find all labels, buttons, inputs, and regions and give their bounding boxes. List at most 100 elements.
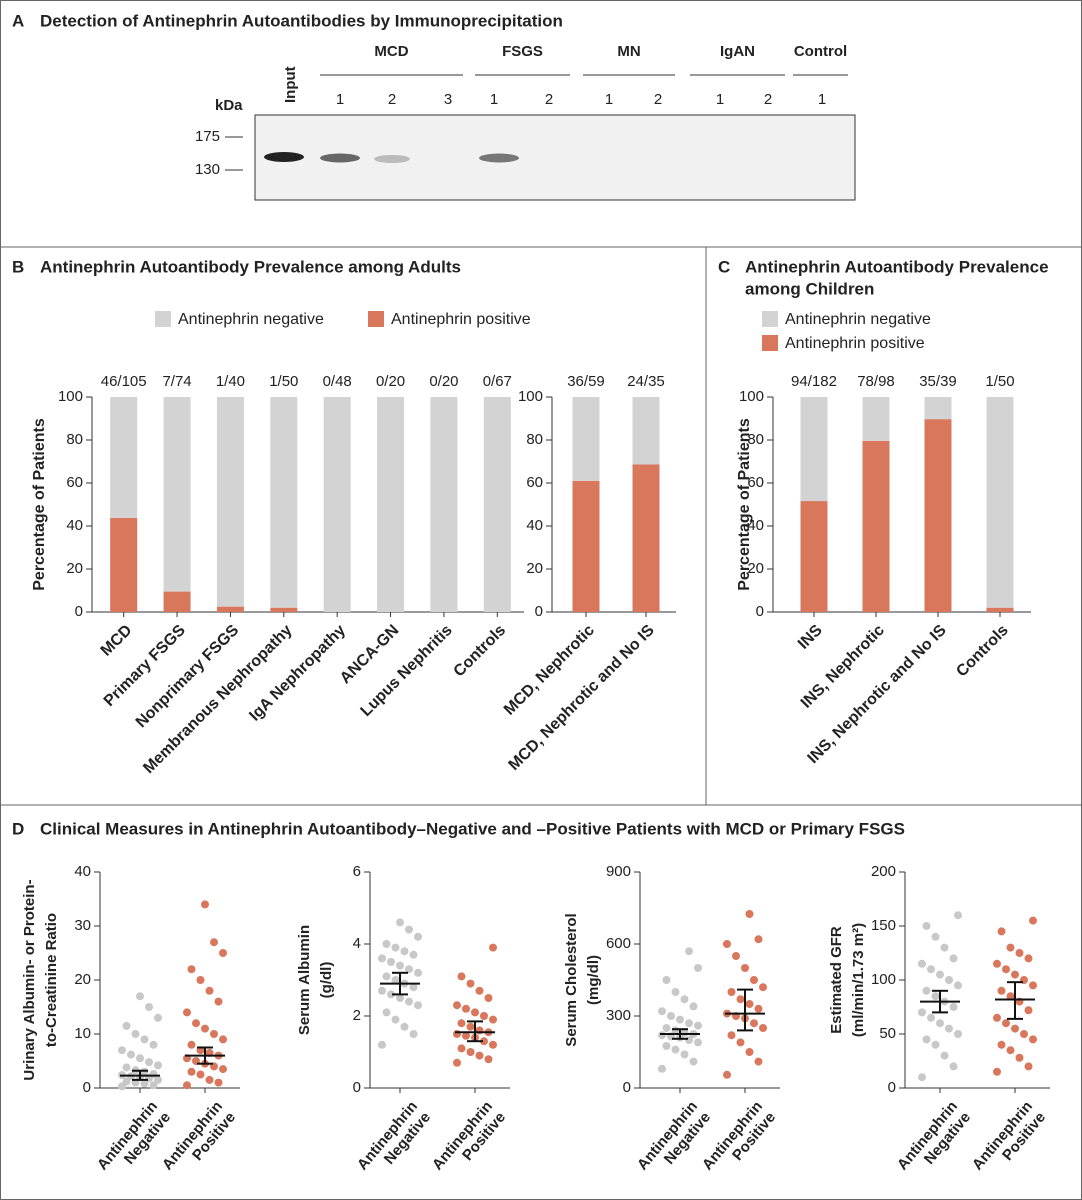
dot xyxy=(685,1019,693,1028)
y-axis-label: Serum Albumin xyxy=(296,925,313,1035)
dot xyxy=(196,1070,205,1079)
dot xyxy=(1006,1046,1015,1055)
y-tick-label: 0 xyxy=(535,603,543,620)
dot xyxy=(201,1024,209,1033)
count-label: 0/67 xyxy=(483,373,512,390)
dot xyxy=(658,1064,666,1073)
dot xyxy=(945,976,953,984)
dot xyxy=(736,995,745,1004)
dot xyxy=(149,1069,158,1078)
panel-title: Antinephrin Autoantibody Prevalence amon… xyxy=(40,257,461,276)
dot xyxy=(680,995,689,1004)
dot xyxy=(382,1008,391,1017)
group-label: MN xyxy=(617,43,640,60)
panel-title: Antinephrin Autoantibody Prevalence xyxy=(745,257,1049,276)
dot xyxy=(936,1019,944,1028)
dot xyxy=(484,994,493,1002)
dot xyxy=(453,1001,461,1010)
dot xyxy=(205,986,214,995)
dot xyxy=(405,997,413,1006)
y-tick-label: 150 xyxy=(871,917,896,934)
count-label: 46/105 xyxy=(101,373,147,390)
lane-number: 2 xyxy=(764,91,772,108)
dot xyxy=(489,1015,497,1024)
group-label: IgAN xyxy=(720,43,755,60)
dot xyxy=(201,900,209,909)
dot xyxy=(1029,916,1037,925)
dot xyxy=(414,1001,422,1010)
dot xyxy=(414,968,422,977)
dot xyxy=(931,1040,940,1049)
y-axis-label: Percentage of Patients xyxy=(736,418,753,591)
dot xyxy=(949,1062,958,1071)
dot xyxy=(671,988,680,996)
panel-title: among Children xyxy=(745,279,874,298)
legend-swatch xyxy=(762,311,778,327)
count-label: 7/74 xyxy=(162,373,191,390)
x-tick-label: Lupus Nephritis xyxy=(358,622,456,720)
dot xyxy=(993,959,1001,968)
count-label: 1/50 xyxy=(269,373,298,390)
panel-letter: D xyxy=(12,819,24,838)
dot xyxy=(754,1057,763,1066)
y-tick-label: 0 xyxy=(888,1079,896,1096)
dot xyxy=(136,1054,144,1063)
dot xyxy=(727,1031,736,1040)
y-tick-label: 20 xyxy=(74,971,91,988)
bar-segment xyxy=(110,397,138,518)
bar-segment xyxy=(323,397,351,612)
x-tick-label: MCD xyxy=(98,622,136,660)
dot xyxy=(122,1077,131,1086)
dot xyxy=(727,988,736,996)
panel-title: Clinical Measures in Antinephrin Autoant… xyxy=(40,819,905,838)
lane-number: 2 xyxy=(388,91,396,108)
bar-segment xyxy=(862,440,890,612)
count-label: 0/20 xyxy=(429,373,458,390)
dot xyxy=(127,1050,135,1059)
dot xyxy=(918,1008,926,1017)
x-tick-label: Controls xyxy=(451,622,510,681)
y-axis-label: to-Creatinine Ratio xyxy=(43,913,60,1047)
dot xyxy=(922,922,931,930)
lane-label: Input xyxy=(282,66,299,103)
dot xyxy=(378,954,386,963)
bar-segment xyxy=(216,397,244,607)
dot xyxy=(466,979,475,988)
dot xyxy=(149,1081,158,1090)
dot xyxy=(183,1008,191,1017)
panel-letter: A xyxy=(12,11,24,30)
dot xyxy=(1002,1019,1010,1028)
dot xyxy=(723,940,731,948)
count-label: 78/98 xyxy=(857,373,895,390)
dot xyxy=(140,1079,149,1088)
dot xyxy=(949,1003,958,1011)
y-tick-label: 30 xyxy=(74,917,91,934)
panel-title: Detection of Antinephrin Autoantibodies … xyxy=(40,11,563,30)
marker-label: 175 xyxy=(195,128,220,145)
dot xyxy=(662,1042,671,1050)
bar-segment xyxy=(800,501,828,612)
y-tick-label: 40 xyxy=(74,863,91,880)
dot xyxy=(192,1019,200,1028)
y-axis-label: Estimated GFR xyxy=(828,926,845,1034)
dot xyxy=(694,964,702,972)
x-tick-label: INS xyxy=(795,622,826,653)
dot xyxy=(680,1050,689,1059)
y-tick-label: 900 xyxy=(606,863,631,880)
dot xyxy=(453,1058,461,1067)
dot xyxy=(922,986,931,995)
dot xyxy=(196,976,205,984)
y-axis-label: (ml/min/1.73 m²) xyxy=(850,923,867,1037)
dot xyxy=(945,1024,953,1033)
y-tick-label: 0 xyxy=(75,603,83,620)
bar-segment xyxy=(430,397,458,612)
dot xyxy=(400,947,409,956)
group-label: MCD xyxy=(374,43,408,60)
bar-segment xyxy=(270,397,298,608)
bar-segment xyxy=(572,397,600,481)
band xyxy=(320,153,360,163)
dot xyxy=(954,911,962,920)
dot xyxy=(409,983,418,992)
dot xyxy=(658,1007,666,1016)
